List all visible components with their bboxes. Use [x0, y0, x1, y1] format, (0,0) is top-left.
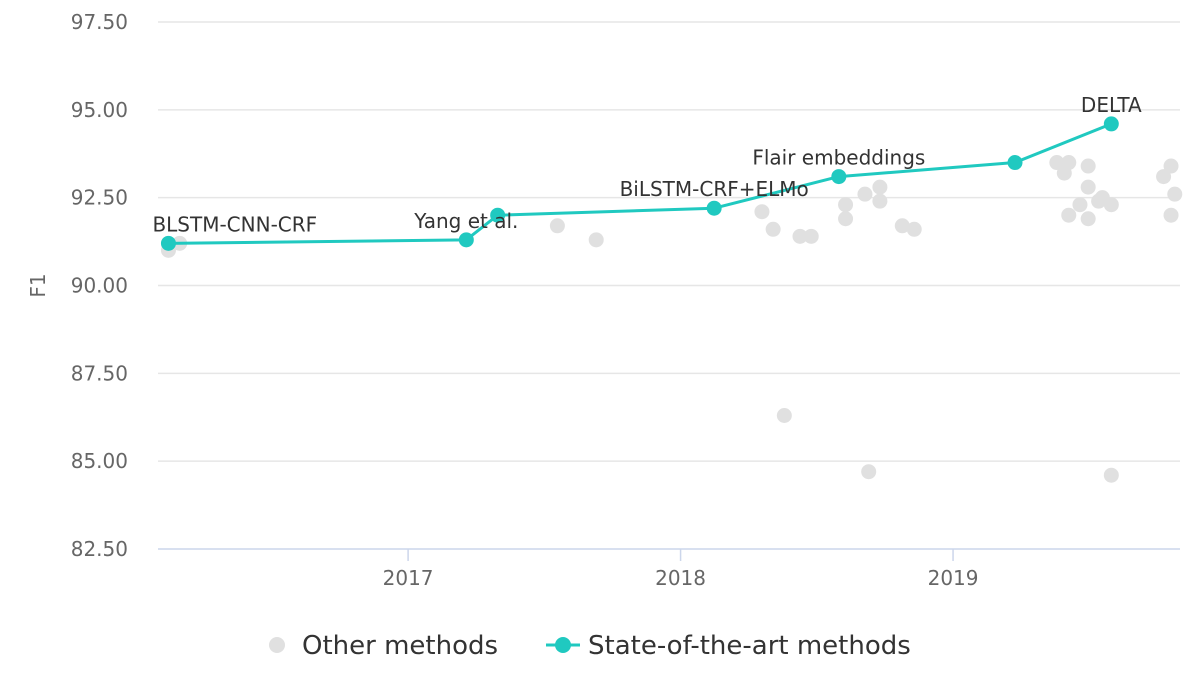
y-axis-title: F1: [26, 273, 50, 297]
other-method-point[interactable]: [1156, 169, 1172, 185]
other-method-point[interactable]: [1080, 158, 1096, 174]
y-tick-label: 87.50: [71, 361, 128, 385]
other-method-point[interactable]: [1163, 207, 1179, 223]
other-method-point[interactable]: [1163, 158, 1179, 174]
sota-point[interactable]: [490, 207, 506, 223]
y-tick-label: 82.50: [71, 537, 128, 561]
other-method-point[interactable]: [776, 407, 792, 423]
other-method-point[interactable]: [765, 221, 781, 237]
y-tick-label: 85.00: [71, 449, 128, 473]
sota-point[interactable]: [1103, 116, 1119, 132]
other-method-point[interactable]: [1080, 179, 1096, 195]
y-tick-label: 90.00: [71, 274, 128, 298]
other-method-point[interactable]: [872, 179, 888, 195]
sota-annotation: Flair embeddings: [752, 146, 925, 170]
legend-marker-sota-methods: [555, 637, 571, 653]
x-tick-label: 2017: [383, 566, 434, 590]
sota-annotation: BiLSTM-CRF+ELMo: [620, 177, 809, 201]
other-method-point[interactable]: [1061, 155, 1077, 171]
other-method-point[interactable]: [1103, 197, 1119, 213]
y-tick-label: 92.50: [71, 186, 128, 210]
legend-item-other-methods[interactable]: Other methods: [269, 631, 498, 661]
legend-label-other-methods: Other methods: [302, 631, 498, 661]
other-method-point[interactable]: [861, 464, 877, 480]
legend-item-sota-methods[interactable]: State-of-the-art methods: [546, 631, 911, 661]
x-axis-ticks: 2017 2018 2019: [383, 549, 979, 590]
y-axis-tick-labels: 82.50 85.00 87.50 90.00 92.50 95.00 97.50: [71, 10, 128, 561]
x-tick-label: 2019: [928, 566, 979, 590]
other-method-point[interactable]: [872, 193, 888, 209]
other-method-point[interactable]: [1061, 207, 1077, 223]
other-method-point[interactable]: [792, 228, 808, 244]
sota-point[interactable]: [160, 235, 176, 251]
series-other-methods: [160, 155, 1183, 483]
other-method-point[interactable]: [838, 211, 854, 227]
sota-annotation: DELTA: [1081, 93, 1142, 117]
other-method-point[interactable]: [1167, 186, 1183, 202]
sota-annotation: BLSTM-CNN-CRF: [152, 212, 317, 236]
sota-annotations: BLSTM-CNN-CRF Yang et al. BiLSTM-CRF+ELMo F…: [152, 93, 1142, 236]
x-tick-label: 2018: [655, 566, 706, 590]
y-tick-label: 95.00: [71, 98, 128, 122]
other-method-point[interactable]: [857, 186, 873, 202]
sota-point[interactable]: [1007, 155, 1023, 171]
sota-point[interactable]: [458, 232, 474, 248]
other-method-point[interactable]: [1072, 197, 1088, 213]
sota-point[interactable]: [831, 169, 847, 185]
other-method-point[interactable]: [1080, 211, 1096, 227]
other-method-point[interactable]: [803, 228, 819, 244]
y-tick-label: 97.50: [71, 10, 128, 34]
other-method-point[interactable]: [588, 232, 604, 248]
other-method-point[interactable]: [1049, 155, 1065, 171]
other-method-point[interactable]: [1103, 467, 1119, 483]
sota-annotation: Yang et al.: [413, 209, 518, 233]
sota-point[interactable]: [706, 200, 722, 216]
other-method-point[interactable]: [549, 218, 565, 234]
legend-marker-other-methods: [269, 637, 285, 653]
other-method-point[interactable]: [894, 218, 910, 234]
series-state-of-the-art-methods: [160, 116, 1119, 251]
legend-label-sota-methods: State-of-the-art methods: [588, 631, 911, 661]
other-method-point[interactable]: [754, 204, 770, 220]
y-gridlines: [158, 21, 1180, 462]
other-method-point[interactable]: [838, 197, 854, 213]
other-method-point[interactable]: [906, 221, 922, 237]
legend: Other methods State-of-the-art methods: [269, 631, 911, 661]
